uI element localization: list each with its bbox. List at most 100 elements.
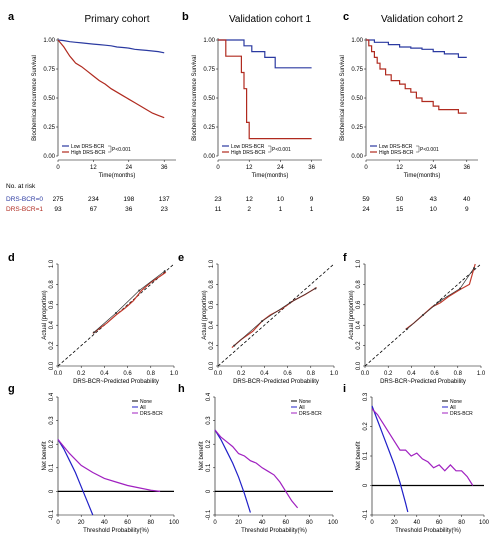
x-tick-label: 0 [213,520,217,526]
x-tick-label: 80 [147,520,154,526]
ideal-diagonal [217,263,335,367]
risk-count: 1 [279,206,283,213]
x-tick-label: 12 [246,165,253,171]
x-tick-label: 36 [463,165,470,171]
series-low-drs-bcr-line [57,39,165,54]
y-tick-label: 0.2 [206,439,212,448]
x-tick-label: 0 [370,520,374,526]
series-low-drs-bcr-line [366,39,467,59]
risk-count: 15 [396,206,404,213]
x-tick-label: 100 [328,520,339,526]
x-tick-label: 80 [458,520,465,526]
y-tick-label: 0.3 [206,416,212,425]
legend-entry: High DRS-BCR [71,150,106,156]
observed-point [261,320,264,323]
y-axis-label: Net benefit [199,441,205,470]
y-tick-label: 0.25 [203,125,215,131]
y-tick-label: 0.2 [49,439,55,448]
x-axis-label: Threshold Probability(%) [241,528,307,534]
observed-point [92,331,95,334]
series-high-drs-bcr-line [218,39,312,140]
x-tick-label: 0.2 [77,371,86,377]
x-tick-label: 60 [124,520,131,526]
risk-count: 59 [362,196,370,203]
x-tick-label: 60 [282,520,289,526]
p-value: P<0.001 [112,147,131,153]
chart-title: Primary cohort [84,14,149,25]
panel-g: g-0.100.10.20.30.40 20 40 60 80 100Threshold … [8,383,180,534]
panel-letter: a [8,11,15,23]
series-drs-bcr-line [214,429,299,509]
x-tick-label: 0.0 [361,371,370,377]
y-axis-label: Net benefit [356,441,362,470]
y-tick-label: 0.2 [209,341,215,350]
risk-count: 12 [246,196,254,203]
risk-count: 67 [90,206,98,213]
panel-letter: h [178,383,185,395]
risk-count: 1 [310,206,314,213]
x-axis-label: DRS-BCR~Predicted Probability [380,379,466,385]
y-tick-label: 0.0 [49,361,55,370]
y-axis-label: Biochemical recurrence Survival [32,55,38,141]
series-all-line [371,405,409,513]
p-value: P<0.001 [272,147,291,153]
y-tick-label: 0.0 [356,361,362,370]
legend-entry: Low DRS-BCR [231,144,265,150]
y-tick-label: 1.0 [209,259,215,268]
y-tick-label: 0.6 [356,300,362,309]
y-tick-label: 0.6 [209,300,215,309]
legend-entry: High DRS-BCR [379,150,414,156]
observed-point [439,299,442,302]
x-tick-label: 100 [169,520,180,526]
y-tick-label: 0.3 [49,416,55,425]
legend-entry: Low DRS-BCR [379,144,413,150]
panel-b: b Validation cohort 1 0.00 0.25 0.50 0.75 1.00… [182,11,322,213]
x-axis-label: Time(months) [404,173,441,179]
y-tick-label: 0.00 [203,154,215,160]
x-tick-label: 1.0 [477,371,486,377]
y-axis-label: Actual (proportion) [42,290,48,339]
y-tick-label: 1.00 [351,38,363,44]
panel-e: e 0.0 0.2 0.4 0.6 0.8 1.0 0.0 0.2 0.4 0.6 0.8 1.0 DRS… [178,252,339,385]
y-tick-label: 0.8 [209,280,215,289]
series-high-drs-bcr-line [57,39,165,119]
y-tick-label: -0.1 [206,509,212,520]
risk-count: 40 [463,196,471,203]
legend-entry: None [299,399,311,405]
x-tick-label: 40 [259,520,266,526]
risk-count: 2 [247,206,251,213]
panel-h: h-0.100.10.20.30.40 20 40 60 80 100Threshold … [178,383,339,534]
x-tick-label: 12 [90,165,97,171]
x-tick-label: 0.6 [123,371,132,377]
panel-letter: b [182,11,189,23]
panel-letter: c [343,11,349,23]
chart-title: Validation cohort 1 [229,14,312,25]
y-axis-label: Actual (proportion) [349,290,355,339]
legend-entry: All [140,405,146,411]
x-tick-label: 0.6 [430,371,439,377]
y-tick-label: 0.8 [49,280,55,289]
x-tick-label: 0 [56,520,60,526]
series-all-line [57,439,94,516]
x-tick-label: 100 [479,520,490,526]
risk-count: 93 [54,206,62,213]
risk-count: 23 [161,206,169,213]
y-tick-label: 0.2 [363,422,369,431]
x-axis-label: Time(months) [252,173,289,179]
y-tick-label: 0 [206,489,212,493]
y-tick-label: 0.3 [363,392,369,401]
y-axis-label: Net benefit [42,441,48,470]
y-tick-label: 0.75 [43,67,55,73]
x-axis-label: DRS-BCR~Predicted Probability [73,379,159,385]
y-tick-label: 0.4 [206,392,212,401]
legend-entry: Low DRS-BCR [71,144,105,150]
panel-c: c Validation cohort 2 0.00 0.25 0.50 0.75 1.00… [340,11,478,213]
y-tick-label: -0.1 [49,509,55,520]
x-tick-label: 20 [235,520,242,526]
y-tick-label: 0.25 [351,125,363,131]
pvalue-bracket [108,145,112,153]
y-tick-label: 0 [49,489,55,493]
x-tick-label: 20 [391,520,398,526]
y-tick-label: 0.00 [351,154,363,160]
